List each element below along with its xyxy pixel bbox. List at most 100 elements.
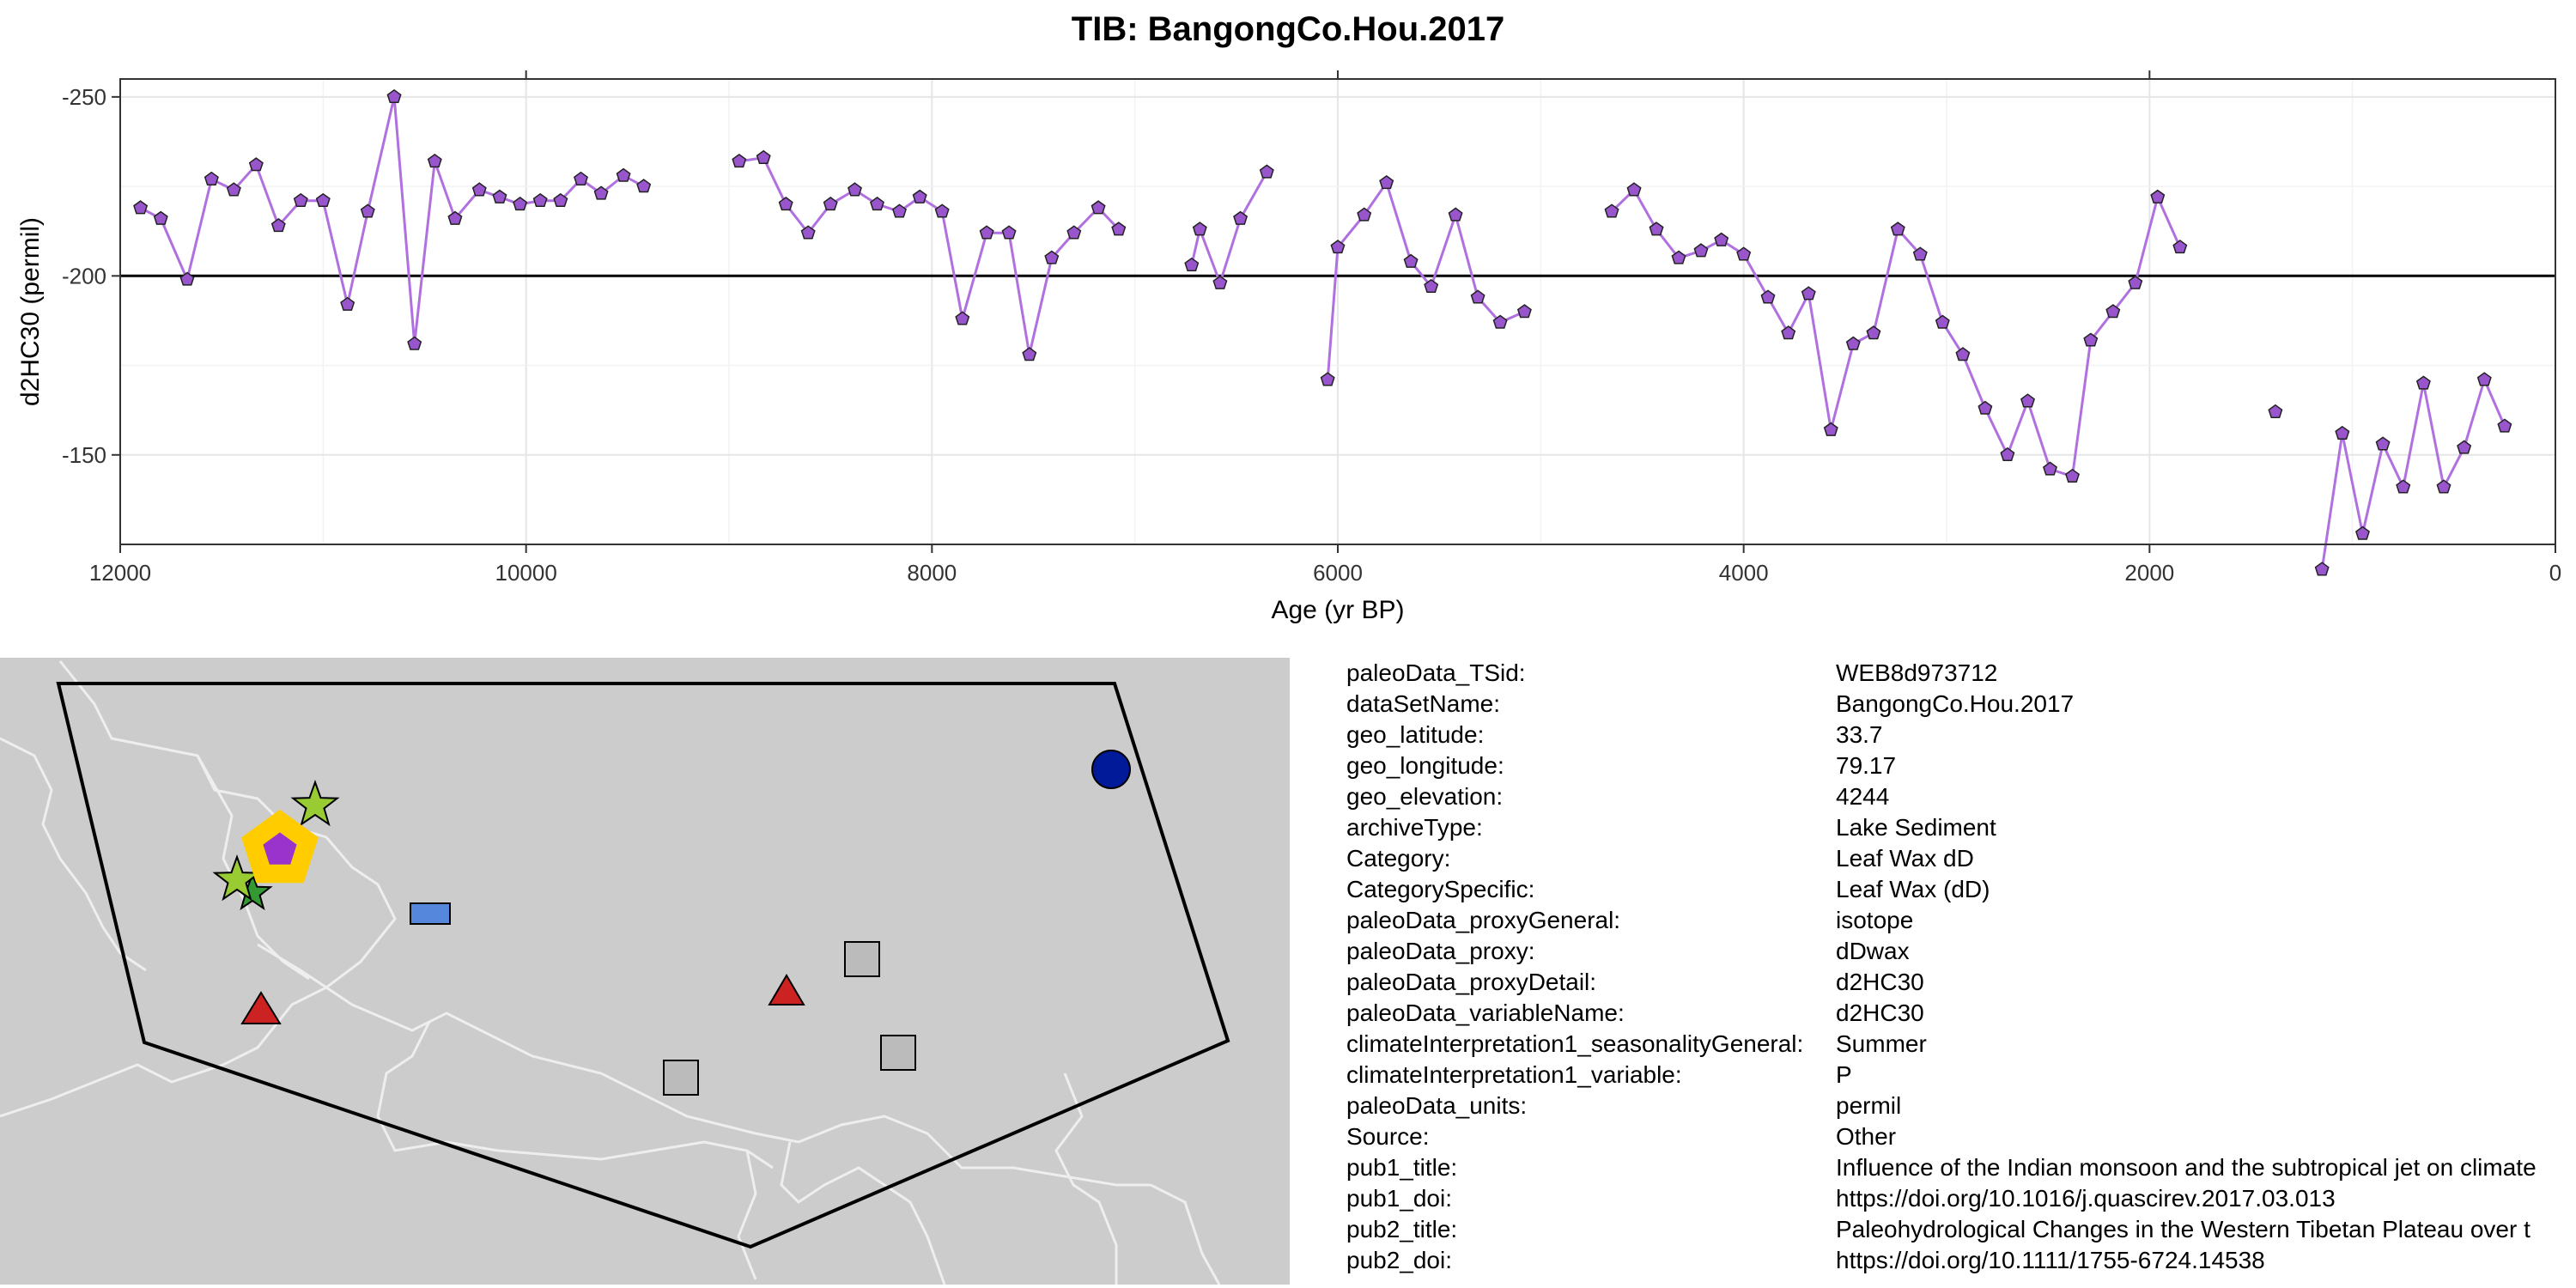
metadata-key: dataSetName:: [1346, 690, 1500, 717]
data-point: [492, 189, 507, 204]
data-point: [2020, 393, 2035, 408]
metadata-key: archiveType:: [1346, 814, 1483, 841]
border-line: [780, 1141, 946, 1285]
metadata-row: paleoData_proxyGeneral: isotope: [1346, 905, 2576, 936]
data-point: [1516, 304, 1532, 319]
metadata-row: geo_longitude: 79.17: [1346, 750, 2576, 781]
y-tick-label: -150: [62, 442, 106, 468]
site-marker-circle: [1091, 750, 1131, 789]
metadata-row: paleoData_variableName: d2HC30: [1346, 998, 2576, 1029]
data-point: [1801, 286, 1816, 301]
site-marker-square: [844, 941, 880, 977]
metadata-key: paleoData_proxyDetail:: [1346, 969, 1597, 995]
data-point: [1357, 207, 1372, 222]
metadata-value: Leaf Wax dD: [1836, 845, 1974, 872]
border-line: [1150, 1183, 1221, 1285]
metadata-value: Influence of the Indian monsoon and the …: [1836, 1154, 2537, 1181]
data-point: [1379, 174, 1394, 190]
data-point: [892, 204, 907, 218]
data-point: [427, 153, 442, 168]
data-point: [912, 189, 927, 204]
data-point: [2355, 526, 2370, 540]
data-point: [2396, 479, 2411, 494]
x-tick-label: 4000: [1719, 560, 1769, 586]
border-line: [376, 1021, 774, 1170]
data-point: [1320, 372, 1335, 386]
x-tick-label: 0: [2549, 560, 2561, 586]
data-point: [1760, 289, 1776, 304]
metadata-row: CategorySpecific: Leaf Wax (dD): [1346, 874, 2576, 905]
data-point: [2314, 562, 2330, 576]
metadata-row: geo_elevation: 4244: [1346, 781, 2576, 812]
data-point: [1330, 240, 1346, 254]
metadata-value: BangongCo.Hou.2017: [1836, 690, 2075, 717]
metadata-key: pub1_title:: [1346, 1154, 1458, 1181]
data-point: [1781, 325, 1796, 340]
data-point: [1001, 225, 1017, 240]
data-point: [1192, 222, 1207, 236]
data-point: [756, 149, 771, 164]
site-marker-triangle: [240, 991, 282, 1024]
data-point: [2415, 375, 2431, 390]
metadata-row: Source: Other: [1346, 1121, 2576, 1152]
data-point: [226, 182, 241, 197]
metadata-key: climateInterpretation1_variable:: [1346, 1061, 1682, 1088]
metadata-key: paleoData_proxy:: [1346, 938, 1535, 964]
data-point: [2150, 189, 2166, 204]
metadata-value: WEB8d973712: [1836, 659, 1998, 686]
data-point: [593, 185, 609, 200]
data-point: [636, 179, 652, 193]
metadata-key: Source:: [1346, 1123, 1430, 1150]
metadata-key: paleoData_units:: [1346, 1092, 1528, 1119]
border-line: [737, 1150, 757, 1280]
metadata-value: 4244: [1836, 783, 1890, 810]
data-point: [1671, 250, 1686, 264]
metadata-row: climateInterpretation1_seasonalityGenera…: [1346, 1029, 2576, 1060]
data-point: [1649, 222, 1664, 236]
metadata-key: climateInterpretation1_seasonalityGenera…: [1346, 1030, 1804, 1057]
study-region-polygon: [56, 682, 1230, 1249]
data-point: [1736, 246, 1752, 261]
data-point: [2497, 418, 2512, 433]
chart-title: TIB: BangongCo.Hou.2017: [1071, 10, 1505, 48]
data-point: [732, 153, 747, 168]
data-point: [360, 204, 375, 218]
map-borders: [0, 660, 1221, 1285]
metadata-row: paleoData_proxy: dDwax: [1346, 936, 2576, 967]
border-line: [0, 660, 397, 1118]
metadata-row: paleoData_TSid: WEB8d973712: [1346, 658, 2576, 689]
x-axis-ticks: 12000 10000 8000 6000 4000 2000 0: [89, 544, 2561, 586]
data-point: [471, 182, 487, 197]
data-point: [1714, 232, 1729, 246]
data-point: [2172, 240, 2188, 254]
data-point: [574, 171, 588, 185]
metadata-row: archiveType: Lake Sediment: [1346, 812, 2576, 843]
data-point: [823, 196, 838, 211]
x-tick-label: 6000: [1313, 560, 1363, 586]
y-axis-label: d2HC30 (permil): [16, 217, 45, 406]
data-point: [2436, 479, 2451, 494]
metadata-row: paleoData_proxyDetail: d2HC30: [1346, 967, 2576, 998]
metadata-value: Paleohydrological Changes in the Western…: [1836, 1216, 2530, 1242]
data-point: [1626, 182, 1642, 197]
y-axis-ticks: -250 -200 -150: [62, 84, 120, 468]
metadata-value: Leaf Wax (dD): [1836, 876, 1990, 902]
data-point: [1212, 275, 1228, 289]
series-line: [1326, 179, 1526, 380]
data-point: [1022, 347, 1037, 361]
data-point: [2043, 461, 2057, 476]
data-point: [1890, 222, 1905, 236]
data-point: [955, 311, 970, 325]
metadata-value: d2HC30: [1836, 969, 1924, 995]
data-point: [179, 271, 195, 286]
data-point: [616, 167, 631, 182]
data-point: [1912, 246, 1928, 261]
metadata-value: P: [1836, 1061, 1852, 1088]
data-point: [800, 225, 816, 240]
metadata-key: CategorySpecific:: [1346, 876, 1535, 902]
metadata-value: 79.17: [1836, 752, 1897, 779]
metadata-key: Category:: [1346, 845, 1451, 872]
metadata-value: permil: [1836, 1092, 1902, 1119]
metadata-row: Category: Leaf Wax dD: [1346, 843, 2576, 874]
